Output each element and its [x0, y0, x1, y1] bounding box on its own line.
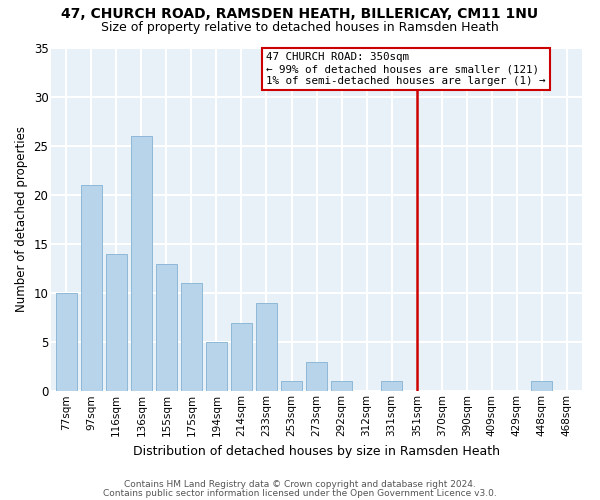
Bar	[281, 382, 302, 392]
Bar	[156, 264, 177, 392]
Text: Contains public sector information licensed under the Open Government Licence v3: Contains public sector information licen…	[103, 488, 497, 498]
Bar	[206, 342, 227, 392]
Bar	[306, 362, 327, 392]
Bar	[531, 382, 553, 392]
Bar	[331, 382, 352, 392]
Text: 47, CHURCH ROAD, RAMSDEN HEATH, BILLERICAY, CM11 1NU: 47, CHURCH ROAD, RAMSDEN HEATH, BILLERIC…	[61, 8, 539, 22]
Bar	[131, 136, 152, 392]
Y-axis label: Number of detached properties: Number of detached properties	[15, 126, 28, 312]
Text: Size of property relative to detached houses in Ramsden Heath: Size of property relative to detached ho…	[101, 21, 499, 34]
Bar	[106, 254, 127, 392]
Bar	[231, 322, 252, 392]
X-axis label: Distribution of detached houses by size in Ramsden Heath: Distribution of detached houses by size …	[133, 444, 500, 458]
Bar	[56, 293, 77, 392]
Bar	[381, 382, 402, 392]
Bar	[80, 185, 102, 392]
Text: 47 CHURCH ROAD: 350sqm
← 99% of detached houses are smaller (121)
1% of semi-det: 47 CHURCH ROAD: 350sqm ← 99% of detached…	[266, 52, 546, 86]
Bar	[181, 283, 202, 392]
Text: Contains HM Land Registry data © Crown copyright and database right 2024.: Contains HM Land Registry data © Crown c…	[124, 480, 476, 489]
Bar	[256, 303, 277, 392]
